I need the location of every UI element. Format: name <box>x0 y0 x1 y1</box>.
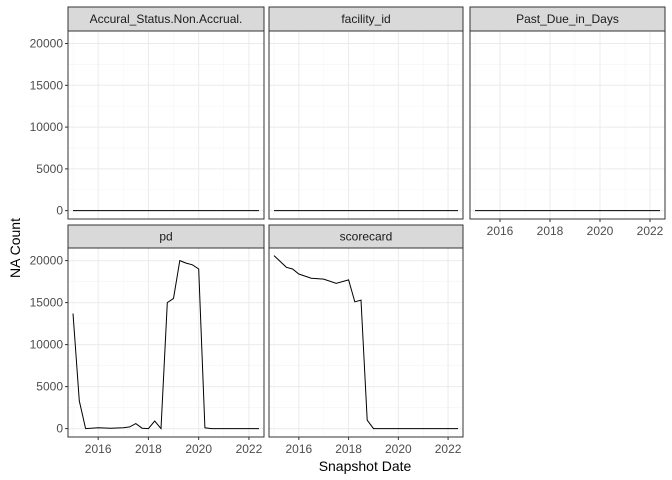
x-tick-label: 2020 <box>587 224 614 238</box>
facet-strip <box>469 6 666 32</box>
y-axis-title: NA Count <box>7 218 23 278</box>
y-tick-label: 10000 <box>30 120 64 134</box>
facet-strip <box>268 6 464 32</box>
facet-past-due-in-days: Past_Due_in_Days 2016 2018 2020 2022 <box>469 6 666 238</box>
y-tick-label: 15000 <box>30 78 64 92</box>
x-tick-label: 2016 <box>285 442 312 456</box>
facet-facility-id: facility_id <box>268 6 464 220</box>
facet-strip-label: Accural_Status.Non.Accrual. <box>90 12 243 26</box>
facet-strip-label: scorecard <box>340 230 393 244</box>
facet-strip-label: pd <box>159 230 172 244</box>
facet-strip-label: Past_Due_in_Days <box>516 12 619 26</box>
facet-scorecard: scorecard 2016 2018 2020 2022 <box>268 224 464 456</box>
facet-pd: pd 0 5000 10000 15000 20000 2016 2018 2020 2022 <box>30 224 265 456</box>
x-tick-label: 2018 <box>135 442 162 456</box>
facet-panels: Accural_Status.Non.Accrual. 0 5000 10000 150… <box>30 6 666 456</box>
facet-accural-status-non-accrual: Accural_Status.Non.Accrual. 0 5000 10000 150… <box>30 6 265 220</box>
y-tick-label: 10000 <box>30 338 64 352</box>
facet-strip-label: facility_id <box>341 12 390 26</box>
y-tick-label: 5000 <box>36 380 63 394</box>
panel-background <box>68 248 264 437</box>
panel-background <box>470 31 665 219</box>
y-tick-label: 20000 <box>30 254 64 268</box>
panel-background <box>269 31 463 219</box>
facet-strip <box>67 224 265 249</box>
x-tick-label: 2018 <box>335 442 362 456</box>
x-axis-title: Snapshot Date <box>319 458 412 474</box>
x-tick-label: 2022 <box>236 442 263 456</box>
series-line-pd <box>72 259 259 430</box>
y-tick-label: 0 <box>56 422 63 436</box>
x-tick-label: 2022 <box>435 442 462 456</box>
y-tick-label: 20000 <box>30 37 64 51</box>
panel-background <box>68 31 264 219</box>
x-tick-label: 2018 <box>537 224 564 238</box>
x-tick-label: 2020 <box>185 442 212 456</box>
x-tick-label: 2016 <box>85 442 112 456</box>
y-tick-label: 0 <box>56 204 63 218</box>
x-tick-label: 2020 <box>385 442 412 456</box>
x-tick-label: 2016 <box>487 224 514 238</box>
y-tick-label: 15000 <box>30 296 64 310</box>
series-line-scorecard <box>273 255 458 430</box>
facet-strip <box>268 224 464 249</box>
y-tick-label: 5000 <box>36 162 63 176</box>
x-tick-label: 2022 <box>637 224 664 238</box>
facet-strip <box>67 6 265 32</box>
panel-background <box>269 248 463 437</box>
